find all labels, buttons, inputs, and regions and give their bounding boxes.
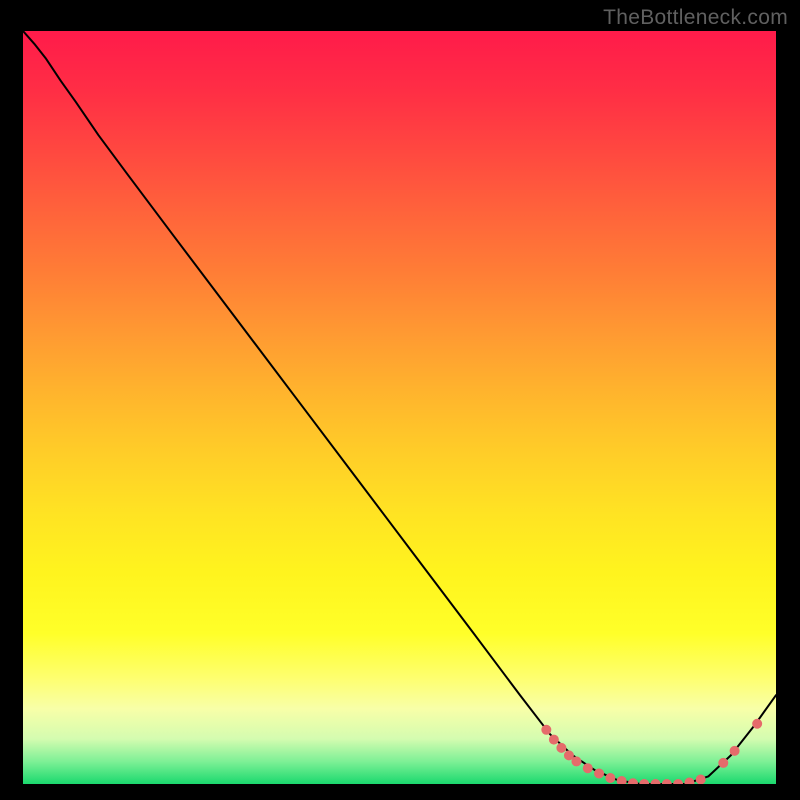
chart-marker bbox=[606, 773, 615, 782]
chart-marker bbox=[557, 743, 566, 752]
chart-marker bbox=[595, 769, 604, 778]
chart-marker bbox=[662, 780, 671, 785]
chart-marker bbox=[617, 776, 626, 784]
chart-marker bbox=[542, 725, 551, 734]
chart-marker bbox=[674, 780, 683, 785]
chart-marker bbox=[730, 746, 739, 755]
chart-marker bbox=[564, 751, 573, 760]
chart-marker bbox=[651, 780, 660, 785]
chart-marker bbox=[719, 758, 728, 767]
chart-marker bbox=[685, 778, 694, 784]
chart-marker bbox=[583, 764, 592, 773]
chart-background bbox=[23, 31, 776, 784]
watermark-text: TheBottleneck.com bbox=[603, 6, 788, 30]
chart-plot-area bbox=[23, 31, 776, 784]
chart-marker bbox=[628, 779, 637, 784]
chart-marker bbox=[572, 757, 581, 766]
chart-marker bbox=[640, 780, 649, 785]
chart-marker bbox=[753, 719, 762, 728]
chart-marker bbox=[549, 735, 558, 744]
chart-marker bbox=[696, 775, 705, 784]
